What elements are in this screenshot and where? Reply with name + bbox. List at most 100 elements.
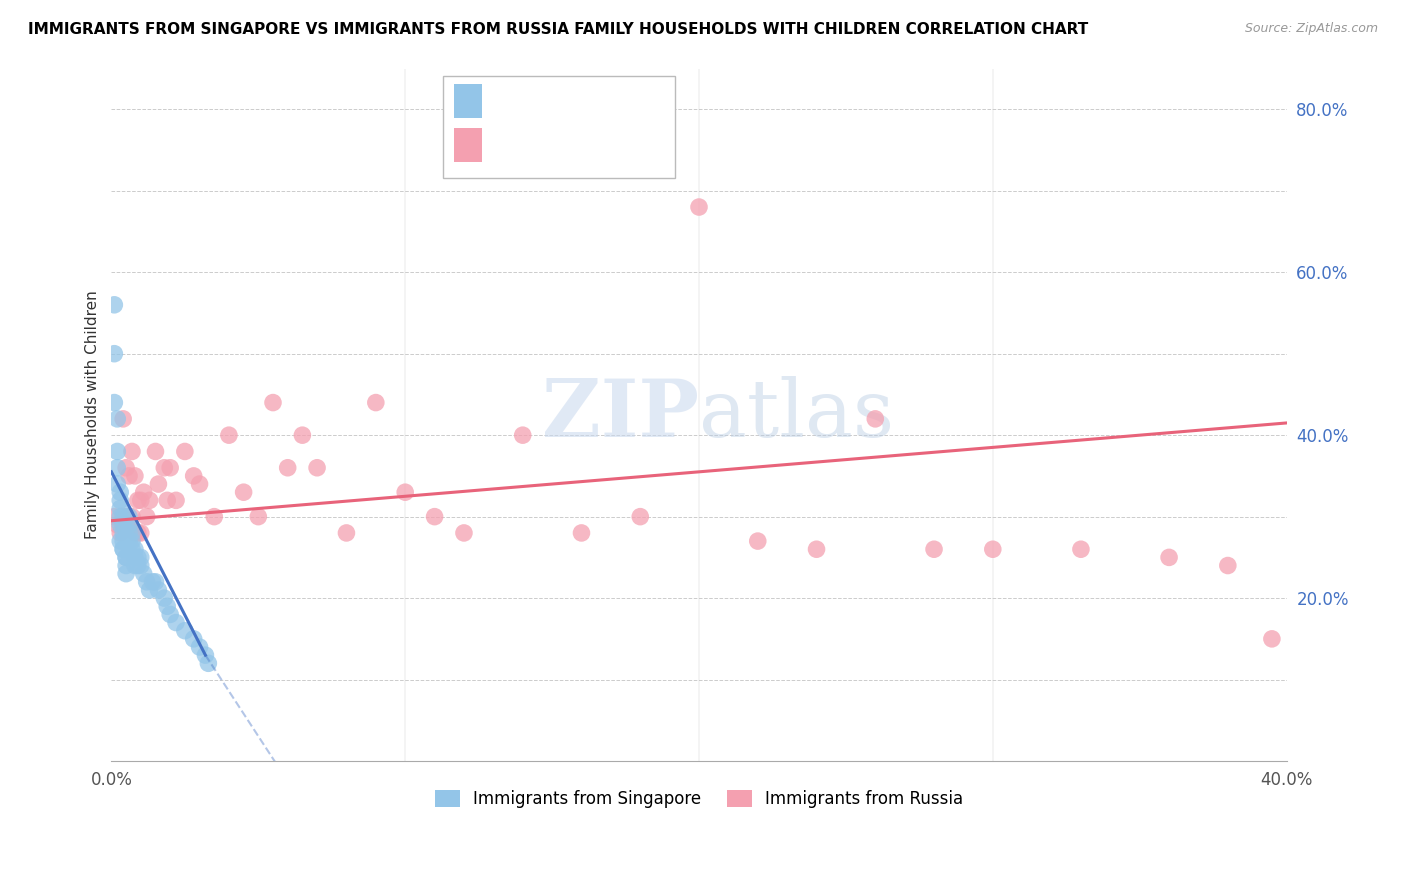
Point (103, 509, 125, 524)
Point (145, 444, 167, 458)
Point (138, 493, 160, 508)
Point (112, 542, 135, 557)
Point (112, 517, 135, 532)
Point (105, 412, 128, 426)
Text: 0.265: 0.265 (523, 136, 581, 154)
Point (148, 582, 170, 597)
Point (153, 591, 176, 606)
Point (132, 566, 155, 581)
Point (124, 550, 146, 565)
Point (118, 509, 141, 524)
Point (688, 200, 710, 214)
Point (183, 469, 205, 483)
Point (115, 550, 138, 565)
Point (135, 574, 157, 589)
Point (103, 298, 125, 312)
Point (453, 525, 475, 540)
Text: IMMIGRANTS FROM SINGAPORE VS IMMIGRANTS FROM RUSSIA FAMILY HOUSEHOLDS WITH CHILD: IMMIGRANTS FROM SINGAPORE VS IMMIGRANTS … (28, 22, 1088, 37)
Point (628, 509, 651, 524)
Point (188, 477, 211, 491)
Point (115, 550, 138, 565)
Point (218, 428, 240, 442)
Point (112, 542, 135, 557)
Point (105, 444, 128, 458)
Text: 54: 54 (626, 136, 648, 154)
Point (1157, 550, 1180, 565)
Legend: Immigrants from Singapore, Immigrants from Russia: Immigrants from Singapore, Immigrants fr… (429, 783, 970, 815)
Point (141, 574, 163, 589)
Point (121, 534, 143, 549)
Point (124, 558, 146, 573)
Point (127, 525, 149, 540)
Point (922, 542, 945, 557)
Text: N =: N = (591, 136, 627, 154)
Point (105, 460, 128, 475)
Point (159, 460, 181, 475)
Text: R =: R = (489, 136, 526, 154)
Point (307, 460, 329, 475)
Point (121, 542, 143, 557)
Point (148, 477, 170, 491)
Point (1216, 558, 1239, 573)
Point (121, 509, 143, 524)
Point (156, 493, 179, 508)
Point (103, 347, 125, 361)
Point (110, 493, 132, 508)
Point (118, 534, 141, 549)
Point (110, 501, 132, 516)
Point (188, 640, 211, 654)
Point (165, 493, 187, 508)
Point (118, 525, 141, 540)
Point (110, 509, 132, 524)
Point (118, 517, 141, 532)
Point (129, 525, 152, 540)
Point (127, 550, 149, 565)
Point (121, 525, 143, 540)
Point (121, 444, 143, 458)
Text: 52: 52 (621, 92, 644, 110)
Point (747, 534, 769, 549)
Point (159, 607, 181, 622)
Point (364, 395, 387, 409)
Point (110, 517, 132, 532)
Text: atlas: atlas (699, 376, 894, 454)
Point (232, 485, 254, 500)
Text: Source: ZipAtlas.com: Source: ZipAtlas.com (1244, 22, 1378, 36)
Text: ZIP: ZIP (541, 376, 699, 454)
Point (291, 428, 314, 442)
Point (129, 558, 152, 573)
Point (127, 558, 149, 573)
Point (110, 525, 132, 540)
Point (105, 477, 128, 491)
Point (145, 574, 167, 589)
Point (277, 460, 299, 475)
Point (118, 469, 141, 483)
Point (865, 412, 887, 426)
Point (112, 534, 135, 549)
Point (103, 395, 125, 409)
Point (118, 517, 141, 532)
Point (110, 534, 132, 549)
Point (124, 542, 146, 557)
Point (183, 632, 205, 646)
Point (112, 525, 135, 540)
Point (981, 542, 1004, 557)
Text: -0.465: -0.465 (523, 92, 582, 110)
Point (571, 525, 593, 540)
Point (127, 493, 149, 508)
Point (512, 428, 534, 442)
Point (115, 509, 138, 524)
Point (394, 485, 416, 500)
Point (1070, 542, 1092, 557)
Point (124, 469, 146, 483)
Point (112, 412, 135, 426)
Point (112, 509, 135, 524)
Text: N =: N = (591, 92, 627, 110)
Point (423, 509, 446, 524)
Point (165, 615, 187, 630)
Point (153, 460, 176, 475)
Point (115, 558, 138, 573)
Point (110, 485, 132, 500)
Y-axis label: Family Households with Children: Family Households with Children (86, 291, 100, 539)
Point (194, 648, 217, 662)
